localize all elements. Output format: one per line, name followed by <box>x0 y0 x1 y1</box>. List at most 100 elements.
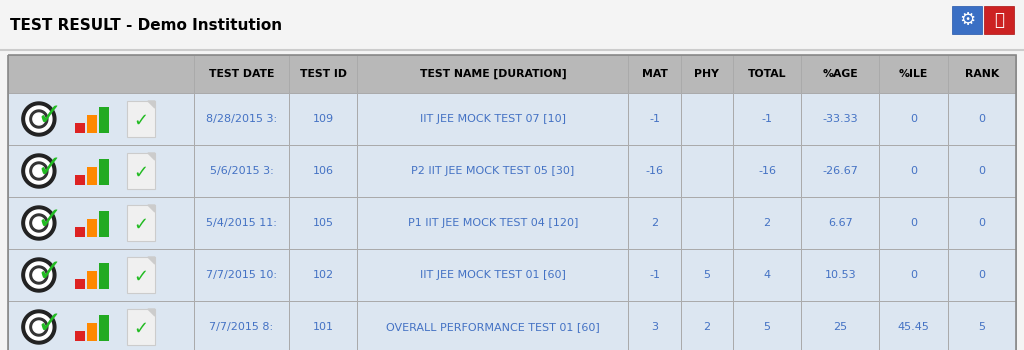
Text: 0: 0 <box>978 166 985 176</box>
Bar <box>8 55 1016 350</box>
Bar <box>289 145 357 197</box>
Text: ✓: ✓ <box>36 154 61 183</box>
Bar <box>948 249 1016 301</box>
Text: %AGE: %AGE <box>822 69 858 79</box>
Text: IIT JEE MOCK TEST 01 [60]: IIT JEE MOCK TEST 01 [60] <box>420 270 566 280</box>
Bar <box>75 175 85 185</box>
Polygon shape <box>147 309 155 316</box>
Polygon shape <box>26 314 52 340</box>
Bar <box>733 93 801 145</box>
Bar <box>629 145 681 197</box>
Polygon shape <box>33 217 45 229</box>
Text: -16: -16 <box>645 166 664 176</box>
Text: OVERALL PERFORMANCE TEST 01 [60]: OVERALL PERFORMANCE TEST 01 [60] <box>386 322 600 332</box>
Text: 5/6/2015 3:: 5/6/2015 3: <box>210 166 273 176</box>
Polygon shape <box>147 101 155 108</box>
Bar <box>87 323 97 341</box>
Text: %ILE: %ILE <box>899 69 928 79</box>
Polygon shape <box>30 162 48 180</box>
Polygon shape <box>22 310 56 344</box>
Text: ⚙: ⚙ <box>958 11 975 29</box>
Text: ✓: ✓ <box>133 112 148 130</box>
Polygon shape <box>30 266 48 284</box>
Text: 5/4/2015 11:: 5/4/2015 11: <box>206 218 276 228</box>
Bar <box>733 55 801 93</box>
Bar <box>87 115 97 133</box>
Text: -1: -1 <box>762 114 772 124</box>
Bar <box>629 197 681 249</box>
Bar <box>289 301 357 350</box>
Bar <box>948 55 1016 93</box>
Text: P1 IIT JEE MOCK TEST 04 [120]: P1 IIT JEE MOCK TEST 04 [120] <box>408 218 579 228</box>
Text: -16: -16 <box>758 166 776 176</box>
Polygon shape <box>30 214 48 232</box>
Bar <box>681 145 733 197</box>
Bar <box>127 257 155 293</box>
Text: 5: 5 <box>978 322 985 332</box>
Polygon shape <box>26 106 52 132</box>
Text: 7/7/2015 8:: 7/7/2015 8: <box>209 322 273 332</box>
Text: -1: -1 <box>649 114 660 124</box>
Polygon shape <box>147 257 155 264</box>
Bar <box>357 249 629 301</box>
Bar <box>0 0 1024 50</box>
Bar <box>681 55 733 93</box>
Text: RANK: RANK <box>965 69 999 79</box>
Polygon shape <box>147 205 155 212</box>
Bar <box>127 101 155 137</box>
Bar <box>194 301 289 350</box>
Bar <box>948 301 1016 350</box>
Text: 3: 3 <box>651 322 658 332</box>
Text: 2: 2 <box>651 218 658 228</box>
Text: TEST DATE: TEST DATE <box>209 69 274 79</box>
Bar <box>127 309 155 345</box>
Polygon shape <box>147 153 155 160</box>
Bar <box>127 205 155 241</box>
Text: ✓: ✓ <box>36 310 61 340</box>
Text: IIT JEE MOCK TEST 07 [10]: IIT JEE MOCK TEST 07 [10] <box>420 114 566 124</box>
Text: 0: 0 <box>910 270 918 280</box>
Bar <box>8 93 194 145</box>
Text: 106: 106 <box>312 166 334 176</box>
Text: 0: 0 <box>978 270 985 280</box>
Bar <box>880 249 948 301</box>
Bar <box>681 249 733 301</box>
Text: ✓: ✓ <box>36 259 61 287</box>
Text: ✓: ✓ <box>36 206 61 236</box>
Bar <box>8 249 194 301</box>
Bar <box>357 301 629 350</box>
Text: 7/7/2015 10:: 7/7/2015 10: <box>206 270 276 280</box>
Bar <box>194 249 289 301</box>
Bar <box>357 55 629 93</box>
Text: 8/28/2015 3:: 8/28/2015 3: <box>206 114 276 124</box>
Text: TEST NAME [DURATION]: TEST NAME [DURATION] <box>420 69 566 79</box>
Bar <box>948 93 1016 145</box>
Bar <box>99 159 109 185</box>
Text: -26.67: -26.67 <box>822 166 858 176</box>
Bar <box>289 197 357 249</box>
Text: 105: 105 <box>312 218 334 228</box>
Text: 2: 2 <box>764 218 771 228</box>
Bar <box>801 249 880 301</box>
Text: TEST ID: TEST ID <box>300 69 347 79</box>
Bar <box>194 55 289 93</box>
Bar <box>194 93 289 145</box>
Polygon shape <box>33 113 45 125</box>
Text: 109: 109 <box>312 114 334 124</box>
Bar <box>99 263 109 289</box>
Bar <box>801 55 880 93</box>
Text: 2: 2 <box>703 322 711 332</box>
Polygon shape <box>33 269 45 281</box>
Bar <box>194 197 289 249</box>
Bar <box>75 331 85 341</box>
Bar <box>801 197 880 249</box>
Bar <box>99 315 109 341</box>
Bar <box>629 301 681 350</box>
Bar <box>357 197 629 249</box>
Bar <box>801 93 880 145</box>
Bar <box>289 249 357 301</box>
Text: 0: 0 <box>910 114 918 124</box>
Bar <box>801 145 880 197</box>
Bar <box>357 93 629 145</box>
Text: 45.45: 45.45 <box>898 322 930 332</box>
